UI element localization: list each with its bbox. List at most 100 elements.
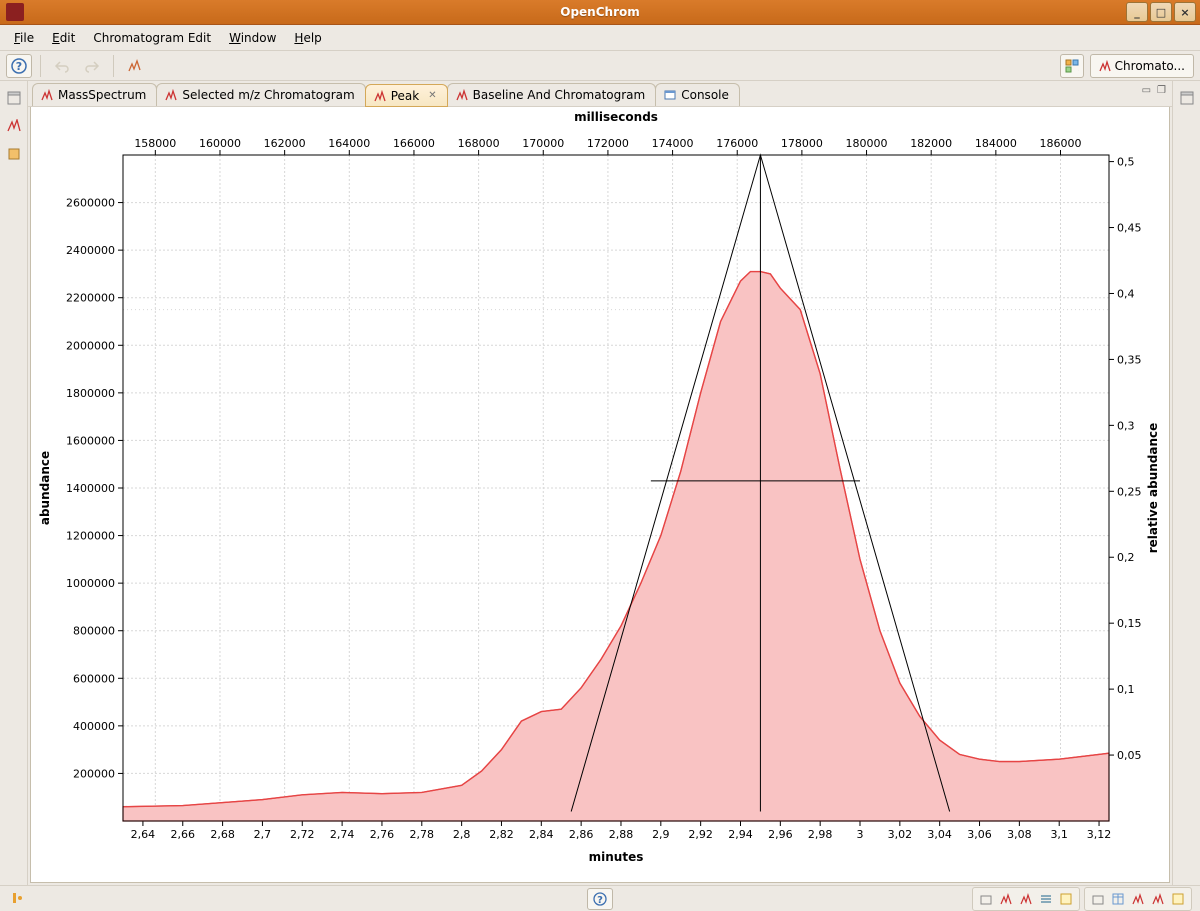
svg-text:2,74: 2,74	[330, 828, 355, 841]
chromatogram-icon	[1099, 60, 1111, 72]
menu-edit[interactable]: Edit	[44, 28, 83, 48]
minimize-view-icon[interactable]: ▭	[1142, 85, 1151, 96]
chrom-tool-button[interactable]	[122, 54, 148, 78]
status-toolset-2	[1084, 887, 1192, 911]
svg-text:2,68: 2,68	[210, 828, 235, 841]
peak-view-icon[interactable]	[3, 115, 25, 137]
svg-text:2,78: 2,78	[410, 828, 435, 841]
tool-peak-red-icon[interactable]	[997, 890, 1015, 908]
svg-text:180000: 180000	[846, 137, 888, 150]
svg-text:0,05: 0,05	[1117, 749, 1142, 762]
svg-text:184000: 184000	[975, 137, 1017, 150]
maximize-button[interactable]: □	[1150, 2, 1172, 22]
tab-label: Console	[681, 88, 729, 102]
help-button[interactable]: ?	[6, 54, 32, 78]
svg-text:0,15: 0,15	[1117, 617, 1142, 630]
svg-text:2400000: 2400000	[66, 244, 115, 257]
menu-window[interactable]: Window	[221, 28, 284, 48]
status-help-button[interactable]: ?	[587, 888, 613, 910]
svg-text:2,66: 2,66	[171, 828, 196, 841]
svg-text:1200000: 1200000	[66, 530, 115, 543]
peak-icon	[374, 90, 386, 102]
integrator-icon[interactable]	[3, 143, 25, 165]
svg-text:1800000: 1800000	[66, 387, 115, 400]
maximize-view-icon[interactable]: ❐	[1157, 85, 1166, 96]
svg-text:milliseconds: milliseconds	[574, 110, 658, 124]
tab-label: MassSpectrum	[58, 88, 146, 102]
svg-text:800000: 800000	[73, 625, 115, 638]
tool2-peak-icon[interactable]	[1129, 890, 1147, 908]
close-icon[interactable]: ✕	[428, 90, 436, 101]
perspective-label: Chromato...	[1115, 59, 1185, 73]
window-title: OpenChrom	[560, 5, 640, 19]
menu-file[interactable]: File	[6, 28, 42, 48]
tool2-restore-icon[interactable]	[1089, 890, 1107, 908]
svg-text:3,04: 3,04	[927, 828, 952, 841]
svg-text:3,12: 3,12	[1087, 828, 1112, 841]
svg-text:2,88: 2,88	[609, 828, 634, 841]
svg-text:400000: 400000	[73, 720, 115, 733]
svg-text:160000: 160000	[199, 137, 241, 150]
peak-icon	[456, 89, 468, 101]
toolbar: ? + Chromato...	[0, 51, 1200, 81]
tabbar: MassSpectrum Selected m/z Chromatogram P…	[28, 81, 1172, 107]
svg-text:2,98: 2,98	[808, 828, 833, 841]
svg-text:172000: 172000	[587, 137, 629, 150]
chart-container[interactable]: 1580001600001620001640001660001680001700…	[30, 107, 1170, 883]
tool2-table-icon[interactable]	[1109, 890, 1127, 908]
svg-text:166000: 166000	[393, 137, 435, 150]
svg-text:abundance: abundance	[38, 451, 52, 525]
peak-icon	[165, 89, 177, 101]
status-toolset-1	[972, 887, 1080, 911]
menubar: File Edit Chromatogram Edit Window Help	[0, 25, 1200, 51]
right-sidebar	[1172, 81, 1200, 885]
tab-label: Selected m/z Chromatogram	[182, 88, 354, 102]
svg-text:2,76: 2,76	[370, 828, 395, 841]
svg-text:minutes: minutes	[589, 850, 644, 864]
svg-text:2,92: 2,92	[688, 828, 713, 841]
perspective-chromatogram[interactable]: Chromato...	[1090, 54, 1194, 78]
menu-chromatogram-edit[interactable]: Chromatogram Edit	[85, 28, 219, 48]
close-button[interactable]: ×	[1174, 2, 1196, 22]
svg-text:600000: 600000	[73, 672, 115, 685]
svg-text:174000: 174000	[652, 137, 694, 150]
left-sidebar	[0, 81, 28, 885]
tool-restore-icon[interactable]	[977, 890, 995, 908]
svg-text:176000: 176000	[716, 137, 758, 150]
svg-text:162000: 162000	[264, 137, 306, 150]
redo-button[interactable]	[79, 54, 105, 78]
open-perspective-button[interactable]: +	[1060, 54, 1084, 78]
tab-label: Baseline And Chromatogram	[473, 88, 646, 102]
tab-massspectrum[interactable]: MassSpectrum	[32, 83, 157, 106]
svg-text:+: +	[1078, 66, 1079, 73]
undo-button[interactable]	[49, 54, 75, 78]
svg-text:164000: 164000	[328, 137, 370, 150]
svg-text:2600000: 2600000	[66, 197, 115, 210]
svg-text:0,1: 0,1	[1117, 683, 1135, 696]
svg-text:3: 3	[857, 828, 864, 841]
minimize-button[interactable]: _	[1126, 2, 1148, 22]
tab-label: Peak	[391, 89, 420, 103]
svg-text:170000: 170000	[522, 137, 564, 150]
svg-text:relative abundance: relative abundance	[1146, 423, 1160, 554]
tool-list-icon[interactable]	[1037, 890, 1055, 908]
tab-peak[interactable]: Peak ✕	[365, 84, 448, 107]
tool2-peak2-icon[interactable]	[1149, 890, 1167, 908]
svg-text:2000000: 2000000	[66, 339, 115, 352]
tab-baseline[interactable]: Baseline And Chromatogram	[447, 83, 657, 106]
svg-text:2,96: 2,96	[768, 828, 793, 841]
menu-help[interactable]: Help	[286, 28, 329, 48]
tool-peak-red2-icon[interactable]	[1017, 890, 1035, 908]
svg-text:3,02: 3,02	[888, 828, 913, 841]
peak-chart[interactable]: 1580001600001620001640001660001680001700…	[31, 107, 1170, 867]
peak-icon	[41, 89, 53, 101]
restore-view-right-icon[interactable]	[1176, 87, 1198, 109]
svg-text:2,9: 2,9	[652, 828, 670, 841]
svg-text:182000: 182000	[910, 137, 952, 150]
tab-console[interactable]: Console	[655, 83, 740, 106]
restore-view-icon[interactable]	[3, 87, 25, 109]
tool2-note-icon[interactable]	[1169, 890, 1187, 908]
tab-selected-mz[interactable]: Selected m/z Chromatogram	[156, 83, 365, 106]
status-marker-icon[interactable]	[8, 890, 26, 908]
tool-note-icon[interactable]	[1057, 890, 1075, 908]
